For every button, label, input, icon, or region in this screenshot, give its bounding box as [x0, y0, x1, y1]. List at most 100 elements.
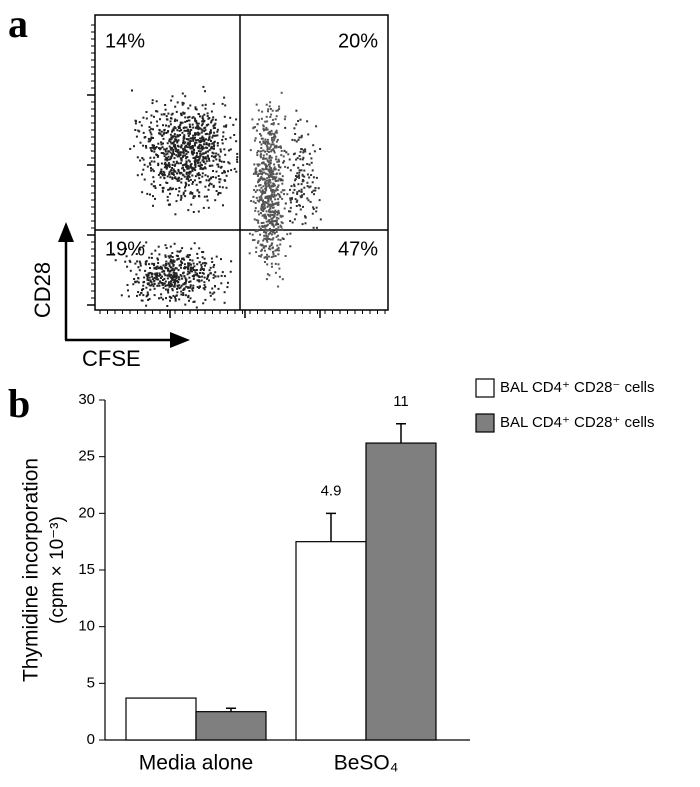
event-dot — [199, 137, 202, 140]
event-dot — [313, 193, 315, 196]
event-dot — [265, 231, 268, 234]
event-dot — [160, 152, 163, 154]
event-dot — [175, 294, 178, 297]
event-dot — [277, 179, 280, 182]
event-dot — [145, 304, 148, 307]
event-dot — [312, 144, 315, 147]
event-dot — [191, 182, 194, 185]
event-dot — [176, 129, 179, 132]
event-dot — [162, 298, 164, 301]
event-dot — [172, 263, 175, 266]
event-dot — [270, 167, 273, 170]
event-dot — [296, 172, 299, 175]
event-dot — [187, 138, 190, 141]
event-dot — [188, 286, 191, 289]
event-dot — [182, 193, 185, 196]
event-dot — [157, 262, 160, 264]
event-dot — [189, 297, 192, 300]
event-dot — [223, 275, 226, 278]
event-dot — [264, 213, 267, 216]
event-dot — [188, 176, 191, 178]
event-dot — [172, 151, 175, 154]
event-dot — [274, 118, 277, 121]
event-dot — [260, 143, 263, 146]
event-dot — [265, 278, 268, 281]
event-dot — [195, 152, 198, 155]
event-dot — [257, 181, 259, 184]
event-dot — [269, 245, 271, 248]
event-dot — [162, 142, 164, 145]
event-dot — [205, 124, 208, 127]
event-dot — [233, 167, 236, 170]
event-dot — [150, 127, 153, 130]
event-dot — [185, 280, 188, 283]
event-dot — [151, 102, 154, 105]
event-dot — [303, 193, 305, 196]
event-dot — [280, 221, 283, 224]
event-dot — [271, 173, 274, 176]
event-dot — [266, 165, 269, 168]
event-dot — [147, 293, 150, 296]
event-dot — [170, 113, 173, 116]
event-dot — [137, 266, 140, 269]
event-dot — [212, 102, 215, 105]
legend-swatch — [475, 413, 495, 433]
event-dot — [213, 264, 216, 266]
event-dot — [206, 195, 208, 198]
event-dot — [260, 222, 263, 224]
event-dot — [169, 186, 172, 189]
event-dot — [194, 133, 197, 135]
event-dot — [194, 106, 197, 109]
event-dot — [219, 150, 222, 153]
event-dot — [176, 119, 179, 122]
event-dot — [180, 145, 182, 148]
event-dot — [298, 136, 301, 139]
event-dot — [269, 187, 272, 189]
event-dot — [157, 278, 160, 281]
event-dot — [300, 136, 303, 139]
event-dot — [259, 198, 261, 201]
event-dot — [264, 256, 267, 259]
event-dot — [134, 262, 137, 265]
event-dot — [161, 146, 164, 149]
event-dot — [177, 134, 180, 137]
event-dot — [192, 284, 195, 287]
event-dot — [275, 176, 278, 179]
event-dot — [204, 162, 207, 165]
event-dot — [312, 206, 315, 209]
event-dot — [263, 204, 266, 207]
event-dot — [168, 138, 171, 141]
event-dot — [148, 140, 151, 143]
event-dot — [191, 174, 194, 177]
event-dot — [172, 274, 175, 277]
event-dot — [179, 154, 182, 157]
event-dot — [268, 142, 271, 145]
y-axis-label: (cpm × 10⁻³) — [47, 516, 68, 624]
event-dot — [296, 199, 299, 202]
event-dot — [274, 131, 277, 134]
event-dot — [150, 273, 153, 276]
event-dot — [253, 239, 256, 241]
event-dot — [270, 217, 273, 220]
event-dot — [187, 134, 190, 137]
event-dot — [268, 220, 271, 223]
event-dot — [274, 212, 277, 215]
event-dot — [270, 170, 273, 173]
event-dot — [176, 141, 179, 144]
event-dot — [136, 156, 139, 159]
event-dot — [212, 159, 215, 162]
event-dot — [149, 279, 152, 282]
event-dot — [145, 260, 148, 263]
event-dot — [139, 159, 142, 162]
event-dot — [172, 145, 175, 148]
event-dot — [268, 184, 271, 187]
event-dot — [210, 119, 213, 122]
event-dot — [177, 170, 180, 173]
event-dot — [299, 150, 302, 153]
event-dot — [152, 128, 154, 131]
event-dot — [140, 292, 143, 295]
event-dot — [160, 168, 163, 171]
event-dot — [252, 239, 254, 242]
event-dot — [265, 189, 268, 192]
event-dot — [303, 186, 306, 189]
